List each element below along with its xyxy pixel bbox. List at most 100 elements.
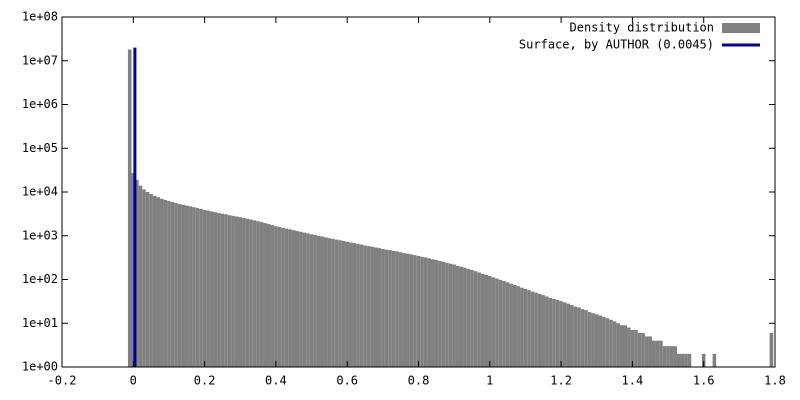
histogram-bar: [252, 220, 257, 367]
histogram-bar: [562, 302, 567, 367]
histogram-bar: [452, 264, 456, 367]
histogram-bar: [313, 235, 317, 367]
histogram-bar: [395, 251, 399, 367]
x-tick-label: 1.8: [764, 374, 786, 388]
x-tick-label: 0.8: [408, 374, 430, 388]
histogram-bar: [459, 266, 464, 367]
histogram-bar: [341, 240, 346, 367]
histogram-bar: [602, 316, 606, 367]
y-tick-label: 1e+08: [22, 10, 58, 24]
histogram-bar: [209, 211, 214, 367]
histogram-bar: [288, 229, 292, 367]
histogram-bar: [616, 323, 620, 367]
x-tick-label: 1.6: [693, 374, 715, 388]
y-tick-label: 1e+02: [22, 272, 58, 286]
histogram-bar: [170, 202, 175, 367]
histogram-bar: [388, 250, 392, 367]
histogram-bar: [537, 293, 542, 367]
histogram-bar: [299, 231, 303, 367]
y-tick-label: 1e+05: [22, 141, 58, 155]
histogram-bar: [266, 224, 271, 367]
histogram-bar: [138, 185, 143, 367]
histogram-bar: [227, 215, 232, 367]
histogram-bar: [263, 223, 267, 367]
histogram-bar: [552, 298, 556, 367]
histogram-bar: [505, 282, 510, 367]
histogram-bar: [188, 206, 193, 367]
histogram-bar: [548, 297, 553, 367]
histogram-bar: [687, 353, 692, 367]
x-tick-label: 0.6: [336, 374, 358, 388]
histogram-bar: [648, 336, 653, 367]
histogram-bar: [488, 276, 492, 367]
histogram-bar: [220, 213, 225, 367]
histogram-bar: [366, 246, 371, 367]
histogram-bar: [623, 325, 628, 367]
histogram-bar: [163, 199, 168, 367]
histogram-bar: [484, 274, 489, 367]
histogram-bar: [609, 319, 613, 367]
legend-label: Density distribution: [570, 21, 715, 35]
histogram-bar: [131, 173, 136, 367]
histogram-bar: [441, 261, 446, 367]
x-tick-label: 0.2: [194, 374, 216, 388]
histogram-bar: [566, 303, 571, 367]
histogram-bar: [502, 281, 506, 367]
histogram-bar: [587, 312, 592, 367]
histogram-bar: [302, 232, 307, 367]
histogram-bar: [352, 243, 357, 367]
histogram-bar: [573, 306, 578, 367]
histogram-bar: [520, 287, 524, 367]
histogram-bar: [512, 284, 517, 367]
histogram-bar: [291, 230, 296, 367]
histogram-bar: [598, 315, 603, 367]
histogram-bar: [192, 207, 196, 367]
legend-label: Surface, by AUTHOR (0.0045): [519, 38, 714, 52]
y-tick-label: 1e+07: [22, 53, 58, 67]
histogram-bar: [202, 209, 207, 367]
histogram-bar: [676, 353, 681, 367]
x-tick-label: 0: [130, 374, 137, 388]
histogram-bar: [434, 259, 439, 367]
histogram-bar: [684, 353, 688, 367]
histogram-bar: [249, 219, 253, 367]
histogram-bar: [256, 221, 260, 367]
histogram-bar: [259, 222, 264, 367]
histogram-bar: [177, 204, 182, 367]
histogram-bar: [167, 201, 171, 367]
histogram-bar: [516, 286, 521, 367]
histogram-bar: [666, 346, 670, 367]
histogram-bar: [530, 291, 535, 367]
y-tick-label: 1e+01: [22, 316, 58, 330]
histogram-bar: [659, 340, 663, 367]
histogram-bar: [559, 301, 563, 367]
histogram-bar: [413, 255, 417, 367]
histogram-bar: [655, 340, 660, 367]
histogram-bar: [641, 332, 645, 367]
histogram-bar: [644, 336, 649, 367]
histogram-bar: [181, 204, 185, 367]
histogram-bar: [591, 313, 595, 367]
histogram-bar: [473, 271, 478, 367]
histogram-bar: [231, 215, 235, 367]
histogram-bar: [627, 327, 631, 367]
y-tick-label: 1e+04: [22, 185, 58, 199]
histogram-bar: [145, 192, 150, 367]
histogram-bar: [545, 296, 549, 367]
y-tick-label: 1e+03: [22, 228, 58, 242]
histogram-bar: [406, 253, 410, 367]
histogram-bar: [309, 234, 314, 367]
y-tick-label: 1e+00: [22, 360, 58, 374]
histogram-bar: [334, 239, 339, 367]
histogram-bar: [213, 212, 218, 367]
histogram-bar: [345, 241, 349, 367]
histogram-bar: [477, 272, 481, 367]
histogram-bar: [381, 248, 385, 367]
histogram-bar: [238, 217, 243, 367]
histogram-bar: [377, 248, 382, 367]
histogram-bar: [242, 217, 246, 367]
histogram-bar: [430, 259, 435, 367]
histogram-bar: [701, 353, 706, 367]
histogram-bar: [274, 226, 278, 367]
